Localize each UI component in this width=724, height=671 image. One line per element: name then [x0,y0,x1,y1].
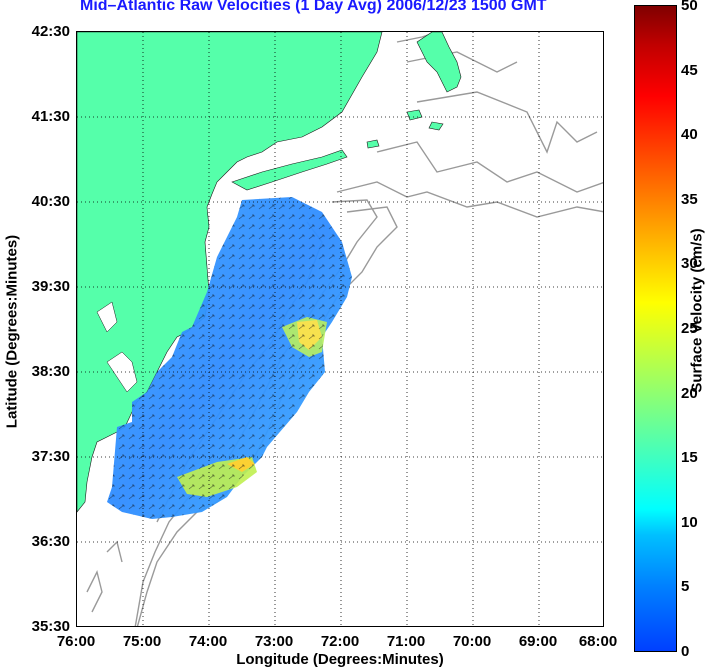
x-tick-label: 73:00 [254,633,294,650]
land-mass [77,32,383,513]
y-tick-label: 36:30 [31,533,70,550]
y-tick-label: 38:30 [31,363,70,380]
x-tick-label: 71:00 [386,633,426,650]
x-tick-label: 76:00 [56,633,96,650]
colorbar-tick: 5 [681,578,690,595]
map-title: Mid–Atlantic Raw Velocities (1 Day Avg) … [80,0,547,14]
colorbar-label: Surface Velocity (cm/s) [688,228,706,393]
y-tick-label: 39:30 [31,278,70,295]
long-island [231,149,348,191]
y-tick-label: 42:30 [31,23,70,40]
x-tick-label: 72:00 [320,633,360,650]
x-tick-label: 75:00 [122,633,162,650]
colorbar-tick: 40 [681,126,698,143]
colorbar-tick: 35 [681,191,698,208]
y-tick-label: 40:30 [31,193,70,210]
velocity-vectors [107,197,352,519]
colorbar-tick: 0 [681,643,690,660]
y-tick-label: 37:30 [31,448,70,465]
x-tick-label: 70:00 [452,633,492,650]
y-tick-label: 35:30 [31,618,70,635]
map-canvas [77,32,603,626]
islands [366,109,444,149]
x-tick-label: 68:00 [578,633,618,650]
colorbar-tick: 25 [681,320,698,337]
y-tick-label: 41:30 [31,108,70,125]
colorbar-tick: 45 [681,62,698,79]
colorbar-tick: 30 [681,255,698,272]
y-axis-label: Latitude (Degrees:Minutes) [3,234,21,429]
velocity-map[interactable] [76,31,604,627]
colorbar-tick: 20 [681,385,698,402]
x-tick-label: 74:00 [188,633,228,650]
map-grid [77,32,603,626]
colorbar-tick: 10 [681,514,698,531]
velocity-colorbar [634,5,677,652]
colorbar-tick: 15 [681,449,698,466]
x-axis-label: Longitude (Degrees:Minutes) [236,651,444,668]
cape-cod [416,32,462,93]
x-tick-label: 69:00 [518,633,558,650]
colorbar-tick: 50 [681,0,698,14]
